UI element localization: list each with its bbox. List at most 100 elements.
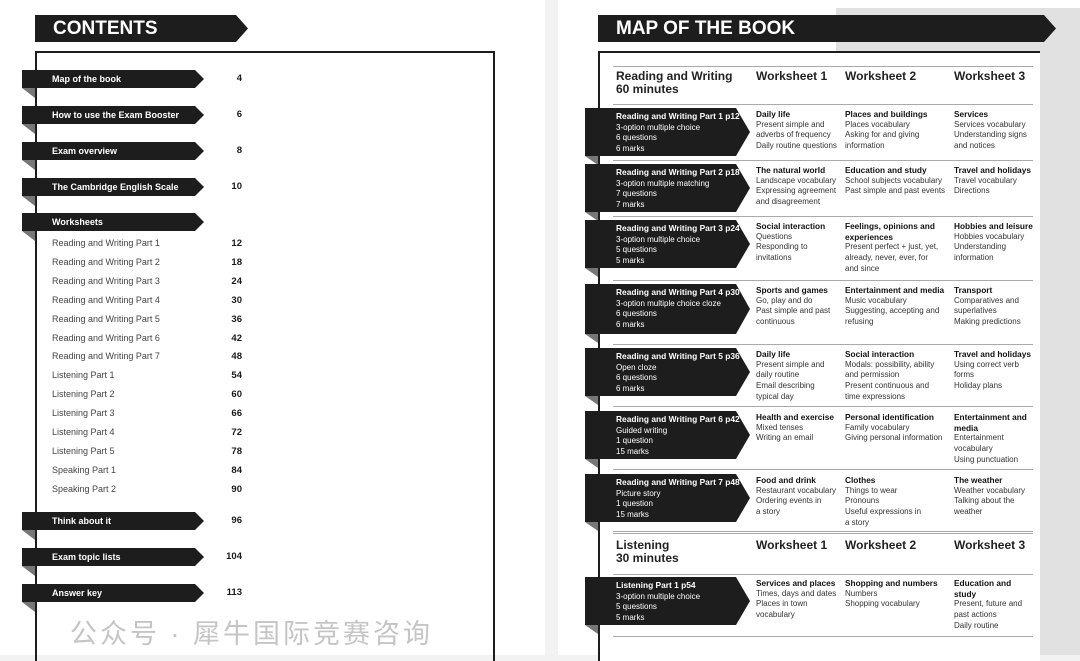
part-detail: 6 questions bbox=[616, 309, 657, 319]
worksheet-topic: Daily life bbox=[756, 109, 791, 119]
tab-fold bbox=[22, 160, 35, 170]
worksheet-cell: Travel and holidays Using correct verb for… bbox=[954, 349, 1034, 392]
worksheet-focus: Giving personal information bbox=[845, 433, 943, 443]
part-tab[interactable]: Reading and Writing Part 2 p18 3-option m… bbox=[585, 164, 750, 212]
row-divider bbox=[613, 160, 1033, 161]
page-number: 24 bbox=[231, 275, 242, 287]
part-tab[interactable]: Reading and Writing Part 7 p48 Picture st… bbox=[585, 474, 750, 522]
worksheet-cell: Services Services vocabulary Understanding… bbox=[954, 109, 1034, 152]
worksheet-focus: Present simple and bbox=[756, 119, 825, 129]
part-tab[interactable]: Reading and Writing Part 3 p24 3-option m… bbox=[585, 220, 750, 268]
worksheet-link[interactable]: Listening Part 3 bbox=[52, 408, 115, 419]
column-header: Worksheet 3 bbox=[954, 69, 1026, 83]
part-tab[interactable]: Reading and Writing Part 1 p12 3-option m… bbox=[585, 108, 750, 156]
worksheet-cell: Education and study Present, future and pa… bbox=[954, 578, 1034, 632]
worksheet-focus: a story bbox=[756, 507, 781, 517]
section-heading: Listening 30 minutes bbox=[616, 539, 679, 565]
part-tab[interactable]: Reading and Writing Part 6 p42 Guided wri… bbox=[585, 411, 750, 459]
worksheet-cell: Daily life Present simple and daily routin… bbox=[756, 349, 842, 403]
worksheet-focus: Times, days and dates bbox=[756, 588, 837, 598]
worksheet-link[interactable]: Listening Part 1 bbox=[52, 370, 115, 381]
contents-tab[interactable]: Exam topic lists bbox=[22, 548, 204, 566]
worksheet-link[interactable]: Reading and Writing Part 5 bbox=[52, 313, 160, 324]
worksheet-focus: Suggesting, accepting and bbox=[845, 306, 940, 316]
part-detail: 5 marks bbox=[616, 612, 645, 622]
worksheet-focus: Mixed tenses bbox=[756, 422, 804, 432]
worksheet-topic: Daily life bbox=[756, 349, 791, 359]
worksheet-focus: Directions bbox=[954, 186, 990, 196]
tab-fold bbox=[585, 522, 598, 531]
contents-tab[interactable]: Map of the book bbox=[22, 70, 204, 88]
contents-tab[interactable]: How to use the Exam Booster bbox=[22, 106, 204, 124]
contents-tab[interactable]: Think about it bbox=[22, 512, 204, 530]
contents-tab[interactable]: Worksheets bbox=[22, 213, 204, 231]
worksheet-link[interactable]: Speaking Part 1 bbox=[52, 464, 117, 475]
page-number: 6 bbox=[236, 109, 242, 120]
worksheet-focus: Daily routine questions bbox=[756, 141, 837, 151]
worksheet-link[interactable]: Reading and Writing Part 1 bbox=[52, 238, 160, 248]
worksheet-topic: Sports and games bbox=[756, 285, 828, 295]
part-detail: 6 marks bbox=[616, 319, 645, 329]
worksheet-cell: Places and buildings Places vocabulary Ask… bbox=[845, 109, 951, 152]
part-tab[interactable]: Reading and Writing Part 5 p36 Open cloze… bbox=[585, 348, 750, 396]
worksheet-focus: past actions bbox=[954, 610, 997, 620]
tab-fold bbox=[585, 625, 598, 634]
worksheet-link[interactable]: Listening Part 2 bbox=[52, 389, 115, 400]
tab-fold bbox=[585, 334, 598, 343]
tab-fold bbox=[585, 459, 598, 468]
worksheet-cell: Travel and holidays Travel vocabulary Dire… bbox=[954, 165, 1034, 197]
tab-fold bbox=[22, 231, 35, 241]
part-title: Reading and Writing Part 6 p42 bbox=[616, 414, 740, 424]
part-title: Reading and Writing Part 1 p12 bbox=[616, 111, 740, 121]
worksheet-link[interactable]: Reading and Writing Part 2 bbox=[52, 256, 160, 267]
contents-tab[interactable]: Exam overview bbox=[22, 142, 204, 160]
column-header: Worksheet 3 bbox=[954, 538, 1026, 552]
page-number: 66 bbox=[231, 408, 242, 420]
part-title: Reading and Writing Part 4 p30 bbox=[616, 287, 740, 297]
part-detail: 1 question bbox=[616, 436, 653, 446]
worksheet-focus: Understanding bbox=[954, 242, 1007, 252]
worksheet-link[interactable]: Speaking Part 2 bbox=[52, 483, 117, 494]
part-tab[interactable]: Reading and Writing Part 4 p30 3-option m… bbox=[585, 284, 750, 334]
worksheet-focus: Places in town bbox=[756, 599, 808, 609]
part-detail: 15 marks bbox=[616, 509, 649, 519]
part-detail: 5 marks bbox=[616, 255, 645, 265]
part-detail: 6 questions bbox=[616, 133, 657, 143]
contents-frame bbox=[35, 51, 495, 661]
worksheet-cell: Services and places Times, days and dates… bbox=[756, 578, 842, 621]
worksheet-focus: Present continuous and bbox=[845, 381, 930, 391]
worksheet-link[interactable]: Reading and Writing Part 3 bbox=[52, 275, 160, 286]
worksheet-focus: and disagreement bbox=[756, 197, 821, 207]
worksheet-link[interactable]: Listening Part 4 bbox=[52, 427, 115, 437]
worksheet-focus: Numbers bbox=[845, 588, 878, 598]
worksheet-link[interactable]: Listening Part 5 bbox=[52, 445, 115, 456]
page-number: 30 bbox=[231, 294, 242, 306]
worksheet-focus: Present, future and bbox=[954, 599, 1023, 609]
page-number: 42 bbox=[231, 332, 242, 344]
worksheet-cell: The weather Weather vocabulary Talking abo… bbox=[954, 475, 1034, 518]
worksheet-link[interactable]: Reading and Writing Part 4 bbox=[52, 294, 160, 305]
contents-tab[interactable]: Answer key bbox=[22, 584, 204, 602]
worksheet-topic: Food and drink bbox=[756, 475, 816, 485]
tab-fold bbox=[585, 396, 598, 405]
worksheet-cell: Entertainment and media Music vocabulary S… bbox=[845, 285, 951, 328]
worksheet-focus: Questions bbox=[756, 231, 793, 241]
worksheet-cell: Sports and games Go, play and do Past simp… bbox=[756, 285, 842, 328]
worksheet-link[interactable]: Reading and Writing Part 7 bbox=[52, 351, 160, 362]
worksheet-focus: Past simple and past events bbox=[845, 186, 946, 196]
contents-tab[interactable]: The Cambridge English Scale bbox=[22, 178, 204, 196]
part-detail: 3-option multiple matching bbox=[616, 178, 710, 188]
worksheet-focus: weather bbox=[954, 507, 983, 517]
worksheet-focus: Using correct verb bbox=[954, 359, 1019, 369]
worksheet-focus: Writing an email bbox=[756, 433, 814, 443]
worksheet-focus: refusing bbox=[845, 317, 874, 327]
part-tab[interactable]: Listening Part 1 p54 3-option multiple ch… bbox=[585, 577, 750, 625]
worksheet-focus: Past simple and past bbox=[756, 306, 831, 316]
map-title: MAP OF THE BOOK bbox=[598, 15, 1056, 42]
page-number: 90 bbox=[231, 483, 242, 495]
page-number: 104 bbox=[226, 551, 242, 562]
part-detail: 7 questions bbox=[616, 189, 657, 199]
worksheet-link[interactable]: Reading and Writing Part 6 bbox=[52, 332, 160, 343]
part-detail: 6 marks bbox=[616, 143, 645, 153]
page-number: 12 bbox=[231, 238, 242, 249]
